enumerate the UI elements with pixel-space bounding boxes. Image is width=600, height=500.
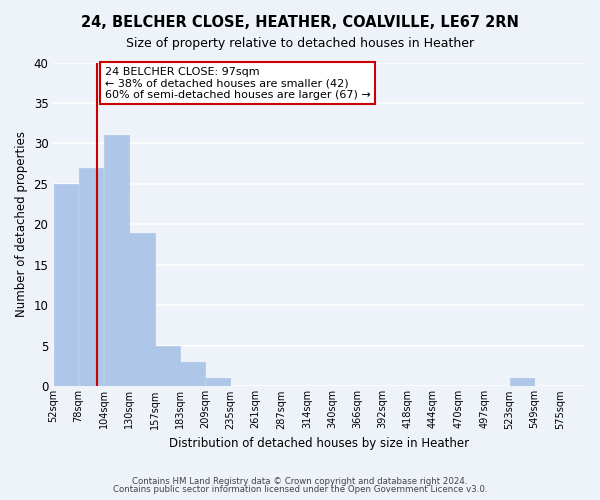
Bar — [155, 346, 180, 387]
Y-axis label: Number of detached properties: Number of detached properties — [15, 132, 28, 318]
Bar — [104, 136, 128, 386]
X-axis label: Distribution of detached houses by size in Heather: Distribution of detached houses by size … — [169, 437, 469, 450]
Text: Contains public sector information licensed under the Open Government Licence v3: Contains public sector information licen… — [113, 485, 487, 494]
Bar — [79, 168, 103, 386]
Bar — [510, 378, 535, 386]
Bar — [53, 184, 78, 386]
Bar — [206, 378, 230, 386]
Text: Size of property relative to detached houses in Heather: Size of property relative to detached ho… — [126, 38, 474, 51]
Bar — [181, 362, 205, 386]
Text: 24, BELCHER CLOSE, HEATHER, COALVILLE, LE67 2RN: 24, BELCHER CLOSE, HEATHER, COALVILLE, L… — [81, 15, 519, 30]
Text: Contains HM Land Registry data © Crown copyright and database right 2024.: Contains HM Land Registry data © Crown c… — [132, 477, 468, 486]
Text: 24 BELCHER CLOSE: 97sqm
← 38% of detached houses are smaller (42)
60% of semi-de: 24 BELCHER CLOSE: 97sqm ← 38% of detache… — [104, 66, 370, 100]
Bar — [129, 232, 155, 386]
